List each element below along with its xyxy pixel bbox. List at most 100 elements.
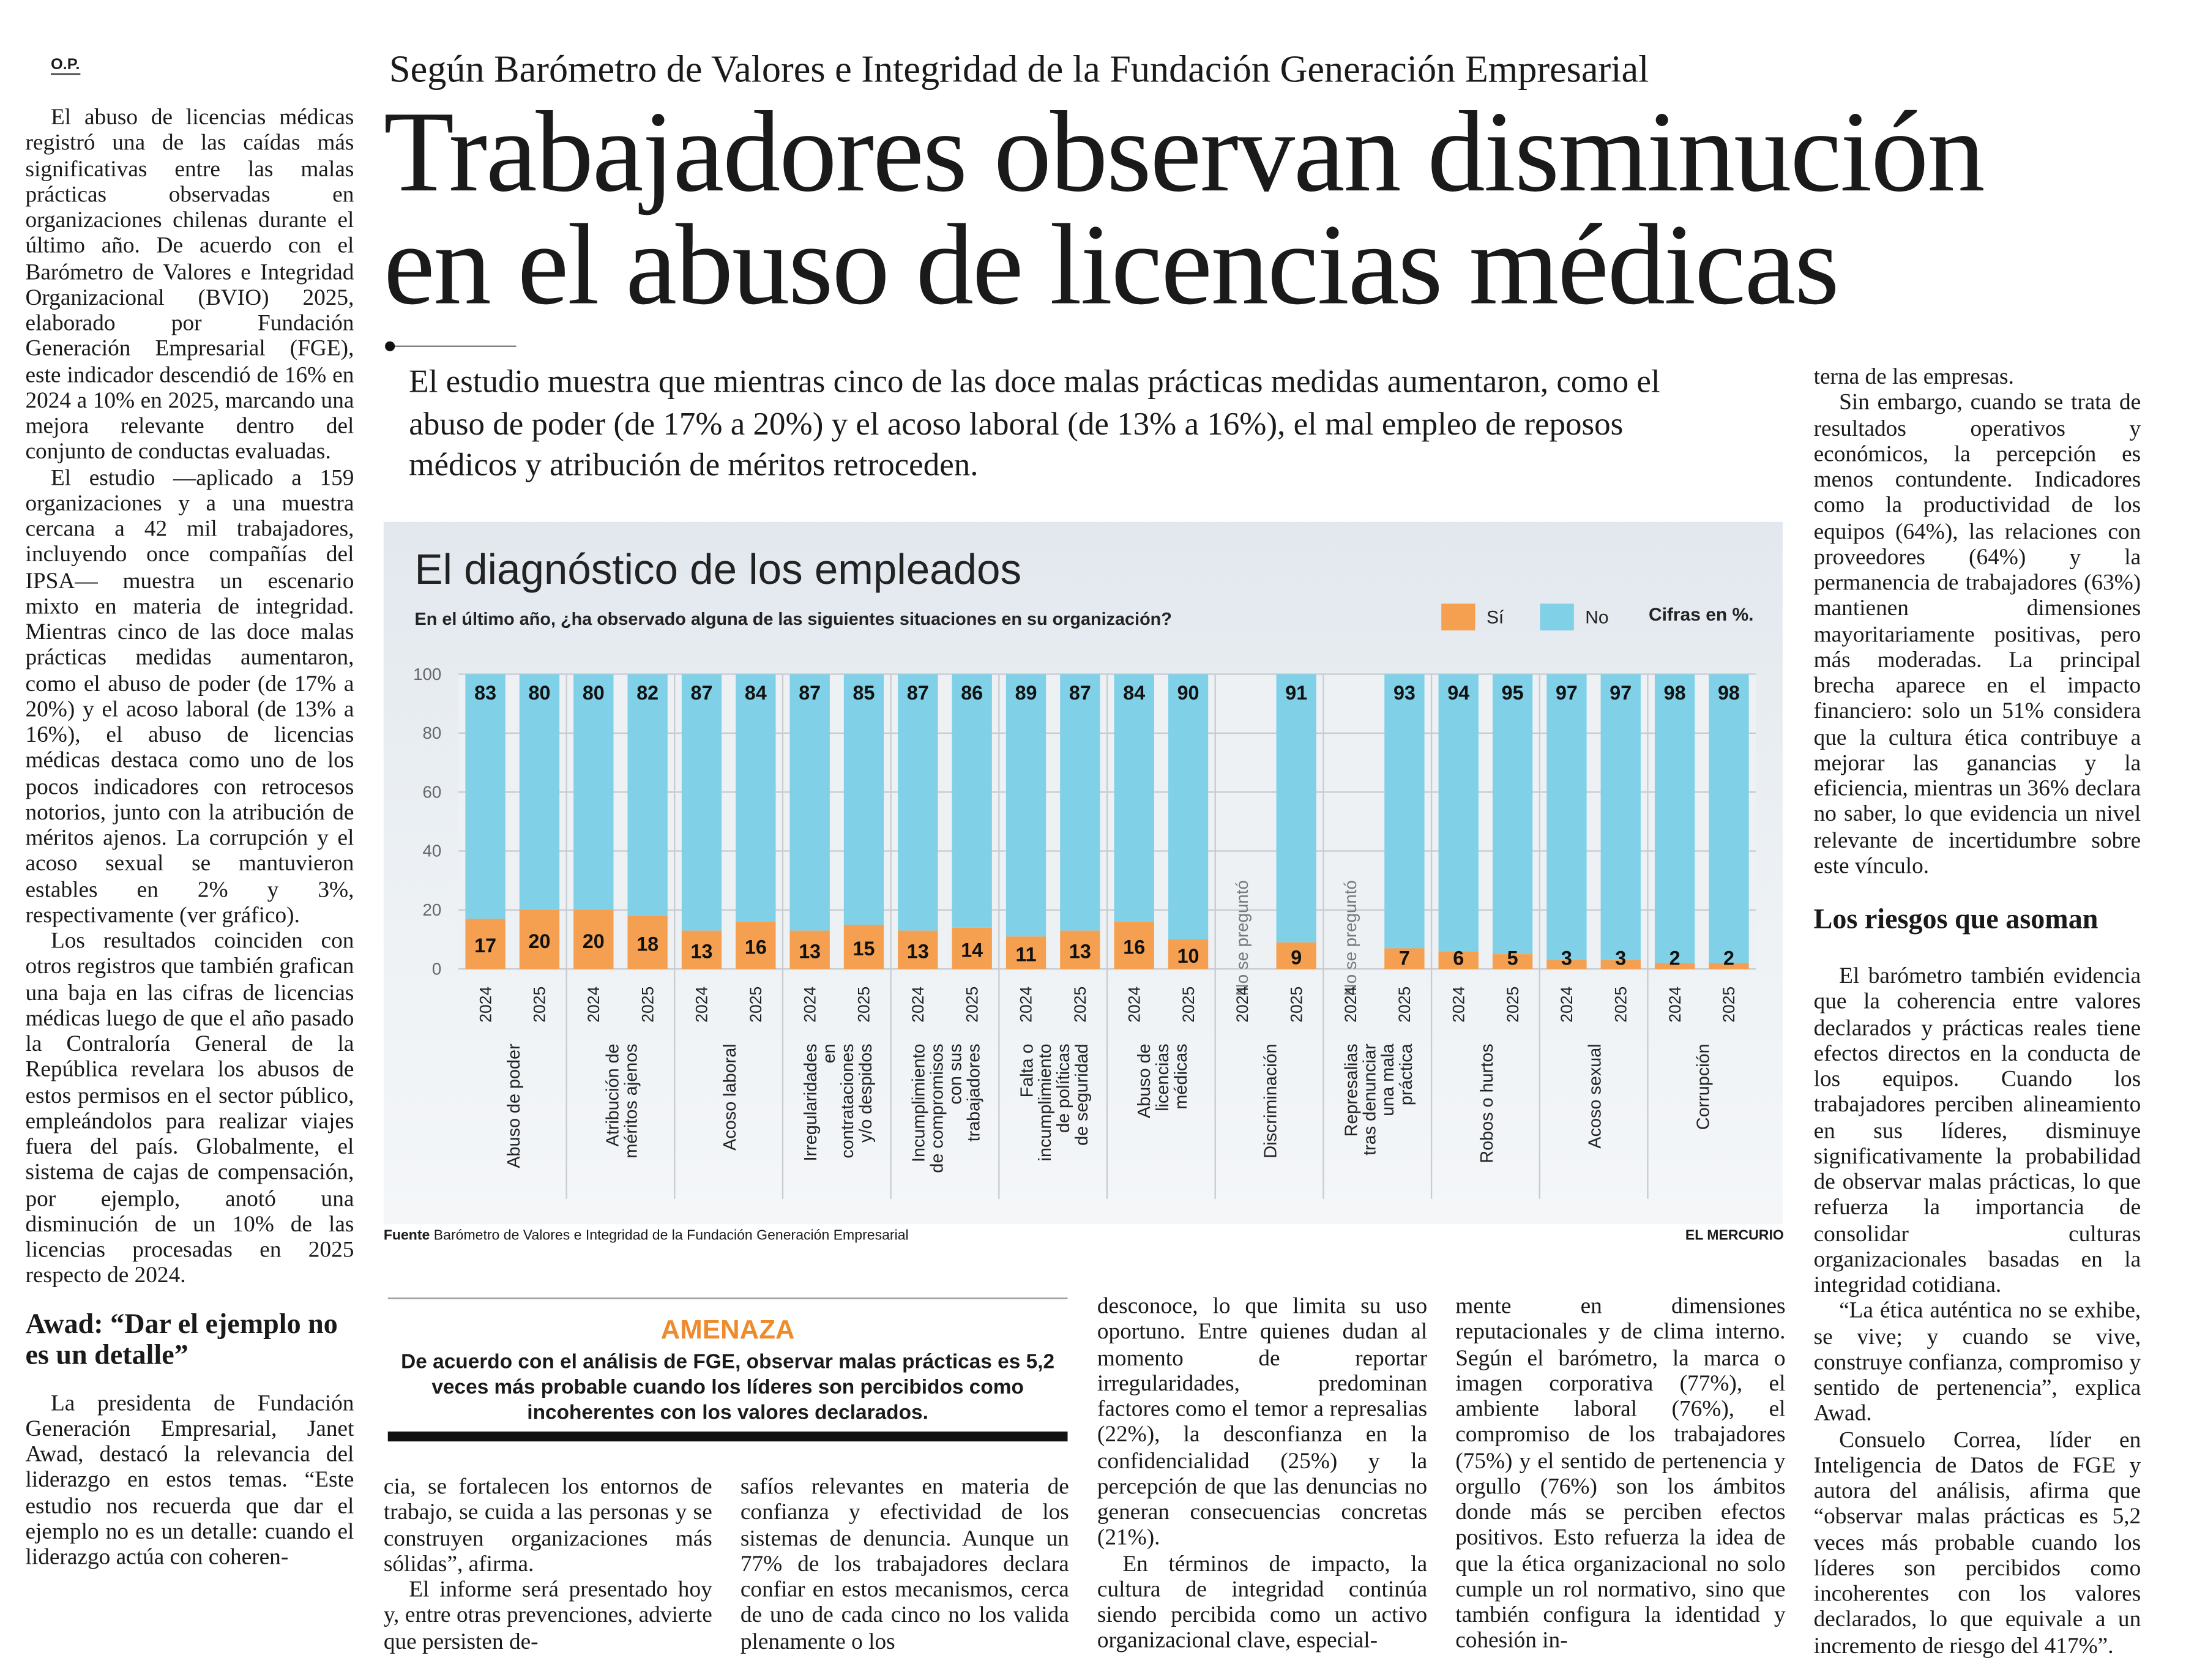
bar-si <box>1384 948 1425 969</box>
category-label: incumplimiento <box>1035 1043 1055 1161</box>
bar-no <box>1168 674 1209 940</box>
value-label-no: 98 <box>1664 682 1686 704</box>
value-label-no: 83 <box>474 682 496 704</box>
y-tick-label: 100 <box>413 665 441 684</box>
bar-no <box>1492 674 1533 955</box>
value-label-no: 89 <box>1015 682 1037 704</box>
column-6: terna de las empresas. Sin embargo, cuan… <box>1814 364 2141 1659</box>
column-1: El abuso de licencias médicas registró u… <box>25 105 354 1570</box>
year-label: 2025 <box>1720 987 1738 1023</box>
category-label: una mala <box>1378 1043 1398 1116</box>
bar-no <box>1438 674 1479 952</box>
kicker: Según Barómetro de Valores e Integridad … <box>389 48 1649 91</box>
bar-no <box>1005 674 1046 937</box>
bar-no <box>1060 674 1100 931</box>
byline: O.P. <box>50 56 80 75</box>
bar-si <box>1600 960 1641 969</box>
bar-si <box>1709 963 1749 969</box>
bar-no <box>1276 674 1316 943</box>
year-label: 2024 <box>1557 987 1576 1023</box>
year-label: 2024 <box>584 987 603 1023</box>
bar-si <box>843 924 884 969</box>
divider <box>389 345 517 347</box>
category-label: de compromisos <box>928 1043 947 1173</box>
year-label: 2024 <box>909 987 927 1023</box>
legend-si: Sí <box>1441 603 1504 631</box>
value-label-si: 13 <box>1069 941 1091 963</box>
year-label: 2025 <box>1071 987 1089 1023</box>
bar-si <box>1060 930 1100 969</box>
category-label: Abuso de <box>1135 1043 1154 1118</box>
paragraph: Los resultados coinciden con otros regis… <box>25 928 354 1288</box>
value-label-si: 11 <box>1015 944 1036 966</box>
units-note: Cifras en %. <box>1648 603 1754 625</box>
value-label-no: 87 <box>1069 682 1091 704</box>
legend-swatch-si <box>1441 603 1475 631</box>
bar-si <box>736 922 776 969</box>
value-label-si: 16 <box>745 936 767 958</box>
year-label: 2025 <box>1179 987 1198 1023</box>
paragraph: cia, se fortalecen los entornos de traba… <box>383 1474 712 1577</box>
year-label: 2025 <box>1395 987 1414 1023</box>
value-label-si: 2 <box>1723 947 1734 969</box>
bar-no <box>898 674 938 931</box>
chart: El diagnóstico de los empleados En el úl… <box>383 521 1783 1225</box>
value-label-si: 13 <box>691 941 713 963</box>
year-label: 2025 <box>747 987 765 1023</box>
callout-body: De acuerdo con el análisis de FGE, obser… <box>401 1351 1055 1425</box>
paragraph: En términos de impacto, la cultura de in… <box>1097 1550 1428 1654</box>
bar-no <box>465 674 505 919</box>
value-label-no: 87 <box>691 682 713 704</box>
value-label-si: 3 <box>1615 947 1626 969</box>
category-label: Falta o <box>1017 1043 1037 1097</box>
value-label-si: 20 <box>529 930 551 952</box>
bar-si <box>898 930 938 969</box>
year-label: 2025 <box>638 987 657 1023</box>
headline-line-2: en el abuso de licencias médicas <box>383 200 1840 329</box>
value-label-si: 7 <box>1399 947 1410 969</box>
bullet-dot <box>385 341 395 351</box>
paragraph: El barómetro también evidencia que la co… <box>1813 963 2141 1298</box>
value-label-si: 16 <box>1123 936 1145 958</box>
category-label: Corrupción <box>1693 1043 1713 1130</box>
value-label-si: 13 <box>907 941 929 963</box>
bar-si <box>627 916 668 969</box>
bar-no <box>952 674 992 928</box>
value-label-si: 20 <box>583 930 605 952</box>
category-label: con sus <box>946 1043 966 1104</box>
category-label: Acoso sexual <box>1586 1043 1605 1148</box>
value-label-no: 94 <box>1447 682 1469 704</box>
bar-no <box>681 674 722 931</box>
year-label: 2024 <box>1666 987 1684 1023</box>
value-label-si: 5 <box>1507 947 1518 969</box>
bar-no <box>1709 674 1749 963</box>
chart-source: Fuente Barómetro de Valores e Integridad… <box>383 1228 909 1244</box>
category-label: contrataciones <box>838 1043 857 1158</box>
y-tick-label: 40 <box>423 842 442 861</box>
bar-si <box>519 909 560 969</box>
value-label-no: 86 <box>961 682 983 704</box>
deck: El estudio muestra que mientras cinco de… <box>409 364 1660 483</box>
bar-no <box>573 674 614 910</box>
paragraph: Sin embargo, cuando se trata de resultad… <box>1813 389 2141 879</box>
callout-bar <box>387 1432 1068 1442</box>
category-label: Discriminación <box>1261 1043 1281 1158</box>
year-label: 2024 <box>1449 987 1468 1023</box>
callout-title: AMENAZA <box>660 1316 795 1346</box>
column-5: mente en dimensiones reputacionales y de… <box>1455 1293 1785 1654</box>
bar-no <box>519 674 560 910</box>
value-label-si: 6 <box>1453 947 1464 969</box>
bar-si <box>1276 942 1316 969</box>
category-label: Irregularidades <box>801 1043 821 1161</box>
bar-no <box>1546 674 1587 960</box>
category-label: Represalias <box>1341 1043 1361 1137</box>
paragraph: “La ética auténtica no se exhibe, se viv… <box>1813 1297 2141 1427</box>
legend-swatch-no <box>1540 603 1574 631</box>
category-label: y/o despidos <box>856 1043 876 1143</box>
value-label-si: 3 <box>1561 947 1572 969</box>
paragraph: terna de las empresas. <box>1813 364 2014 390</box>
bar-si <box>1546 960 1587 969</box>
callout-box: AMENAZA De acuerdo con el análisis de FG… <box>387 1297 1068 1426</box>
category-label: de seguridad <box>1072 1043 1092 1146</box>
value-label-no: 91 <box>1285 682 1307 704</box>
